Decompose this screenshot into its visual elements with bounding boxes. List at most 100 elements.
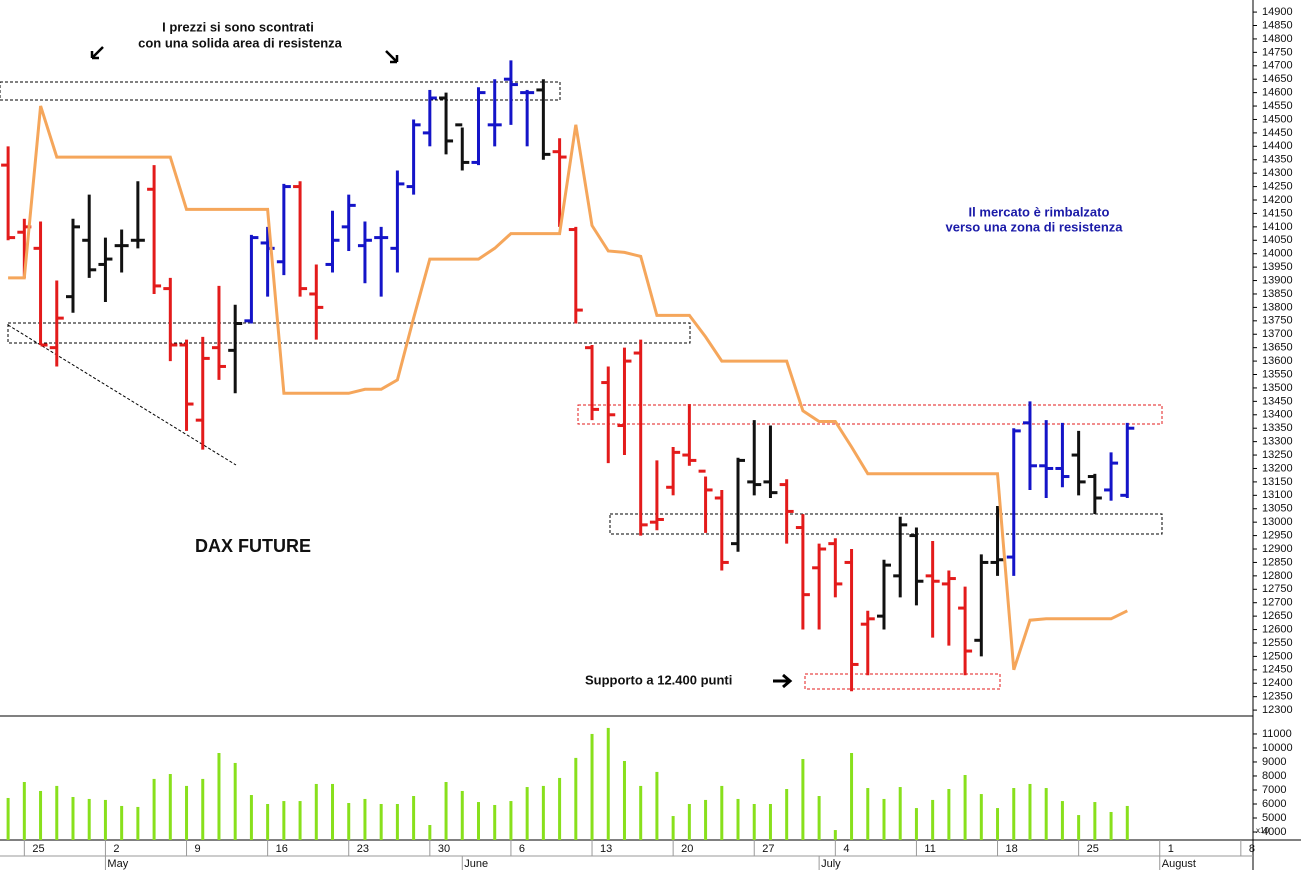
volume-bar bbox=[185, 785, 189, 840]
volume-bar bbox=[525, 787, 529, 840]
annotation: con una solida area di resistenza bbox=[138, 35, 343, 50]
x-tick-label: 6 bbox=[519, 843, 525, 855]
y-tick-label: 13150 bbox=[1262, 476, 1293, 488]
volume-bar bbox=[639, 785, 643, 840]
y-tick-label: 13800 bbox=[1262, 301, 1293, 313]
y-tick-label: 7000 bbox=[1262, 784, 1286, 796]
y-tick-label: 12650 bbox=[1262, 610, 1293, 622]
volume-bar bbox=[655, 771, 659, 840]
volume-bar bbox=[801, 759, 805, 840]
y-tick-label: 13650 bbox=[1262, 342, 1293, 354]
volume-bar bbox=[963, 774, 967, 840]
annotation: verso una zona di resistenza bbox=[945, 219, 1123, 234]
y-tick-label: 14500 bbox=[1262, 113, 1293, 125]
volume-bar bbox=[395, 803, 399, 840]
indicator-line bbox=[8, 105, 1128, 671]
volume-bar bbox=[266, 803, 270, 840]
volume-bar bbox=[282, 801, 286, 840]
y-tick-label: 8000 bbox=[1262, 770, 1286, 782]
volume-bar bbox=[493, 804, 497, 840]
volume-bar bbox=[217, 753, 221, 840]
x-tick-label: 11 bbox=[924, 843, 935, 855]
volume-bar bbox=[136, 806, 140, 840]
y-tick-label: 14350 bbox=[1262, 154, 1293, 166]
y-tick-label: 13550 bbox=[1262, 368, 1293, 380]
month-label: June bbox=[464, 858, 488, 870]
x-tick-label: 25 bbox=[32, 843, 44, 855]
y-tick-label: 12750 bbox=[1262, 583, 1293, 595]
y-tick-label: 12550 bbox=[1262, 637, 1293, 649]
volume-bar bbox=[363, 798, 367, 840]
y-tick-label: 13750 bbox=[1262, 315, 1293, 327]
y-tick-label: 13250 bbox=[1262, 449, 1293, 461]
volume-bar bbox=[444, 782, 448, 840]
volume-bar bbox=[22, 782, 26, 840]
volume-bar bbox=[314, 783, 318, 840]
volume-bar bbox=[947, 789, 951, 840]
volume-bar bbox=[428, 825, 432, 840]
resistance-box bbox=[0, 81, 561, 101]
volume-bar bbox=[1044, 788, 1048, 840]
y-tick-label: 14150 bbox=[1262, 207, 1293, 219]
y-axis-label: x10 bbox=[1256, 826, 1269, 835]
volume-bar bbox=[55, 785, 59, 840]
y-tick-label: 12600 bbox=[1262, 623, 1293, 635]
annotation: I prezzi si sono scontrati bbox=[162, 19, 314, 34]
volume-bar bbox=[622, 760, 626, 840]
support-box bbox=[609, 513, 1163, 535]
y-tick-label: 14100 bbox=[1262, 221, 1293, 233]
annotation: Il mercato è rimbalzato bbox=[969, 204, 1110, 219]
volume-bar bbox=[1060, 801, 1064, 840]
volume-bar bbox=[850, 753, 854, 840]
volume-bar bbox=[833, 830, 837, 840]
annotation: Supporto a 12.400 punti bbox=[585, 672, 732, 687]
y-tick-label: 12500 bbox=[1262, 650, 1293, 662]
x-tick-label: 25 bbox=[1087, 843, 1099, 855]
y-tick-label: 14900 bbox=[1262, 6, 1293, 18]
x-tick-label: 16 bbox=[276, 843, 288, 855]
y-tick-label: 5000 bbox=[1262, 812, 1286, 824]
y-tick-label: 13900 bbox=[1262, 274, 1293, 286]
volume-bar bbox=[476, 802, 480, 840]
arrow bbox=[385, 50, 399, 64]
y-tick-label: 12900 bbox=[1262, 543, 1293, 555]
y-tick-label: 14800 bbox=[1262, 33, 1293, 45]
y-tick-label: 13500 bbox=[1262, 382, 1293, 394]
volume-bar bbox=[233, 762, 237, 840]
y-tick-label: 14050 bbox=[1262, 234, 1293, 246]
volume-bar bbox=[590, 733, 594, 840]
y-tick-label: 14400 bbox=[1262, 140, 1293, 152]
y-tick-label: 13200 bbox=[1262, 462, 1293, 474]
volume-bar bbox=[574, 757, 578, 840]
volume-bar bbox=[898, 787, 902, 840]
volume-bar bbox=[979, 794, 983, 840]
y-tick-label: 13400 bbox=[1262, 409, 1293, 421]
volume-bar bbox=[6, 797, 10, 840]
volume-bar bbox=[298, 801, 302, 840]
y-tick-label: 14550 bbox=[1262, 100, 1293, 112]
volume-bar bbox=[752, 803, 756, 840]
y-tick-label: 12300 bbox=[1262, 704, 1293, 716]
volume-bar bbox=[736, 798, 740, 840]
month-label: August bbox=[1162, 858, 1196, 870]
volume-bar bbox=[704, 799, 708, 840]
y-tick-label: 14200 bbox=[1262, 194, 1293, 206]
volume-bar bbox=[996, 808, 1000, 840]
y-tick-label: 4000 bbox=[1262, 826, 1286, 838]
volume-bar bbox=[541, 785, 545, 840]
x-tick-label: 9 bbox=[195, 843, 201, 855]
volume-bar bbox=[87, 798, 91, 840]
y-tick-label: 14850 bbox=[1262, 19, 1293, 31]
volume-bar bbox=[201, 778, 205, 840]
y-tick-label: 6000 bbox=[1262, 798, 1286, 810]
support-box bbox=[7, 322, 691, 344]
x-tick-label: 30 bbox=[438, 843, 450, 855]
y-tick-label: 10000 bbox=[1262, 742, 1293, 754]
volume-bar bbox=[931, 799, 935, 840]
y-tick-label: 14650 bbox=[1262, 73, 1293, 85]
volume-bar bbox=[120, 805, 124, 840]
volume-bar bbox=[460, 790, 464, 840]
y-tick-label: 14300 bbox=[1262, 167, 1293, 179]
